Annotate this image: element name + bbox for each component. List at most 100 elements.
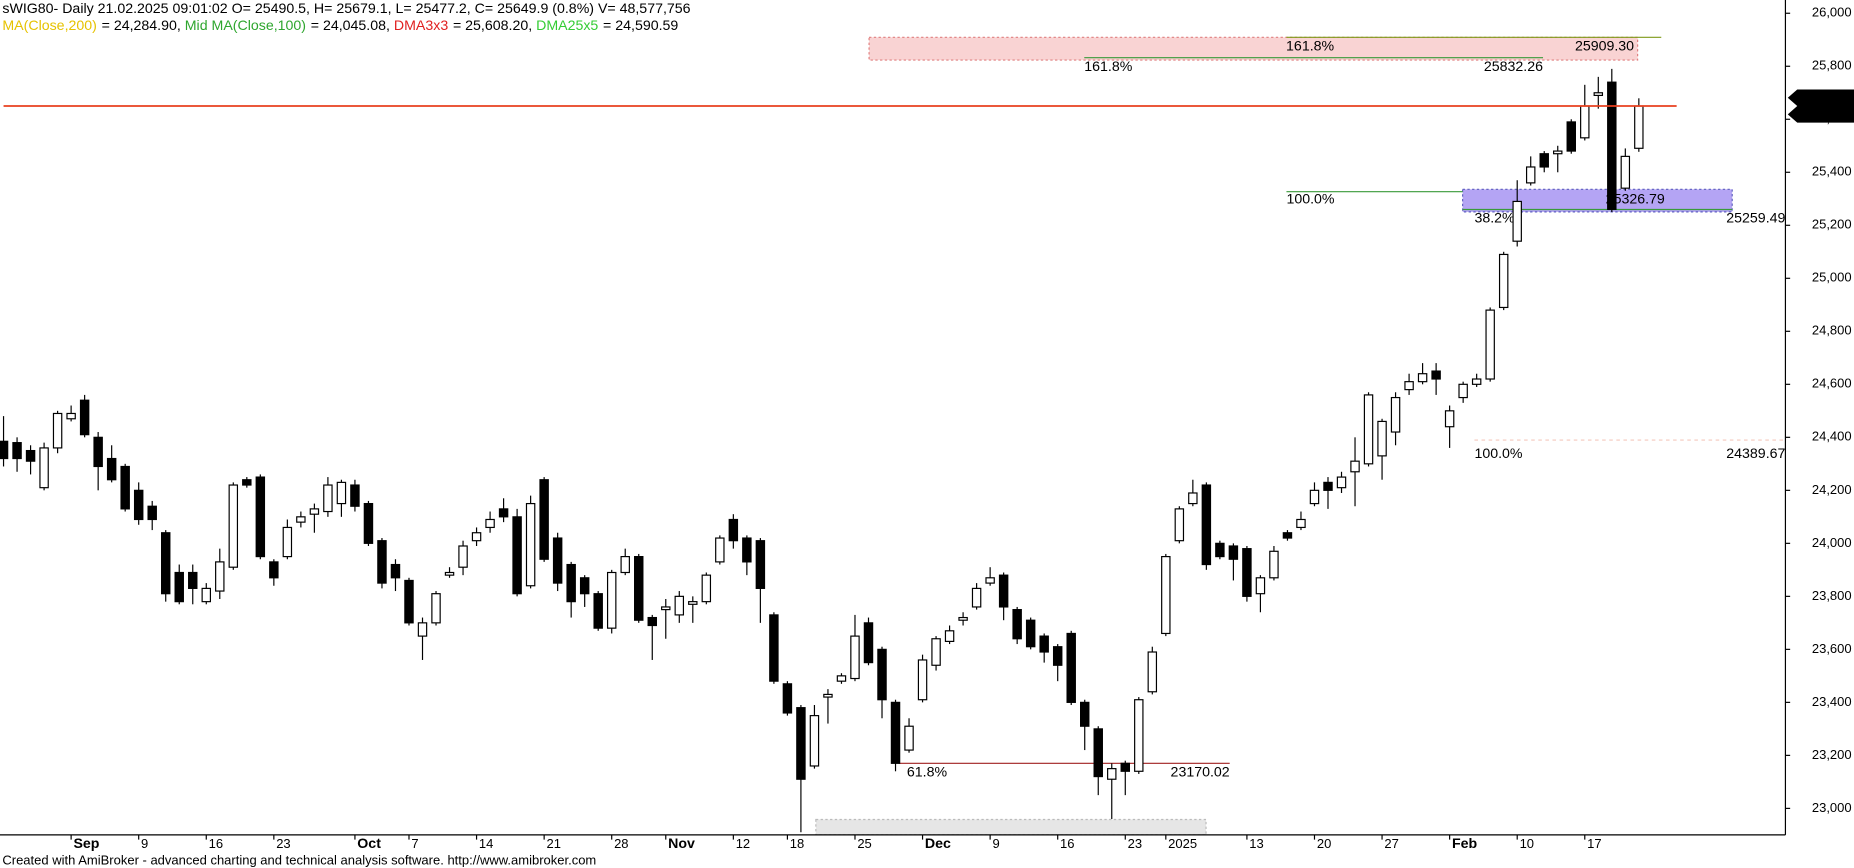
x-tick-label: Dec — [925, 836, 951, 852]
indicator-value: = 24,045.08, — [311, 18, 390, 34]
y-tick-label: 23,400 — [1812, 694, 1852, 709]
candle-down — [160, 532, 171, 595]
candle-down — [1431, 370, 1441, 380]
fib-pct: 100.0% — [1474, 446, 1522, 462]
candle-down — [106, 457, 117, 481]
candle-up — [1188, 492, 1198, 505]
candle-up — [1269, 550, 1279, 579]
candle-down — [1093, 728, 1103, 778]
candle-up — [620, 556, 630, 574]
candle-down — [1025, 619, 1036, 648]
candle-up — [1363, 394, 1374, 465]
candle-down — [1066, 632, 1076, 703]
range-box — [815, 818, 1207, 836]
chart-title: sWIG80- Daily 21.02.2025 09:01:02 O= 254… — [2, 1, 690, 17]
candle-up — [674, 595, 685, 616]
candle-up — [1498, 253, 1509, 309]
x-tick-label: Sep — [73, 836, 99, 852]
candle-up — [606, 571, 617, 629]
candle-down — [742, 537, 752, 563]
y-tick-label: 23,600 — [1812, 641, 1852, 656]
x-tick-label: 23 — [1128, 836, 1142, 851]
candle-up — [1417, 373, 1428, 383]
candle-down — [147, 505, 157, 521]
candle-up — [458, 545, 468, 568]
fib-pct: 38.2% — [1474, 211, 1515, 227]
fib-zone — [1462, 188, 1733, 213]
candle-up — [850, 635, 860, 680]
candle-down — [1012, 609, 1022, 640]
candle-up — [309, 508, 320, 515]
candle-down — [363, 502, 374, 544]
y-tick-label: 24,000 — [1812, 535, 1852, 550]
candle-up — [1377, 420, 1387, 457]
candle-down — [1052, 646, 1063, 666]
candle-up — [1161, 556, 1171, 635]
y-tick-label: 24,200 — [1812, 482, 1852, 497]
candle-up — [215, 561, 225, 592]
candle-up — [1309, 489, 1320, 505]
indicator-value: = 25,608.20, — [453, 18, 532, 34]
candle-up — [52, 412, 63, 449]
candle-down — [377, 540, 387, 584]
indicator-name: DMA25x5 — [536, 18, 598, 34]
price-tag — [1787, 106, 1854, 123]
footer: Created with AmiBroker - advanced charti… — [2, 852, 596, 867]
price-tag-label: 25,649.9 — [1801, 89, 1852, 104]
fib-pct: 100.0% — [1286, 192, 1334, 208]
candle-down — [1539, 153, 1549, 168]
candle-down — [1120, 762, 1131, 772]
candle-up — [1485, 309, 1495, 380]
x-tick-label: 14 — [479, 836, 493, 851]
x-tick-label: Oct — [357, 836, 381, 852]
x-tick-label: 18 — [790, 836, 804, 851]
candle-down — [120, 465, 130, 510]
x-tick-label: 17 — [1587, 836, 1601, 851]
candle-down — [782, 683, 793, 714]
price-tag-label: 25,649.9 — [1801, 106, 1852, 121]
candle-down — [1242, 548, 1252, 597]
y-tick-label: 25,200 — [1812, 217, 1852, 232]
candle-up — [904, 725, 914, 751]
x-tick-label: 10 — [1520, 836, 1534, 851]
x-tick-label: 12 — [736, 836, 750, 851]
y-tick-label: 26,000 — [1812, 5, 1852, 20]
fib-value: 25909.30 — [1575, 39, 1634, 55]
candle-up — [836, 675, 847, 682]
candle-down — [998, 574, 1009, 608]
candle-up — [431, 593, 441, 624]
candle-up — [1296, 518, 1306, 529]
candle-down — [188, 571, 198, 589]
candle-up — [823, 693, 833, 698]
candle-up — [1134, 699, 1144, 772]
candle-up — [485, 518, 495, 529]
candle-up — [525, 502, 536, 587]
candle-up — [471, 532, 482, 542]
candle-down — [0, 440, 9, 460]
candle-down — [93, 436, 103, 468]
x-tick-label: 28 — [614, 836, 628, 851]
candle-up — [1336, 476, 1347, 489]
candle-down — [1282, 532, 1293, 539]
candle-down — [566, 563, 576, 603]
candle-up — [1107, 768, 1117, 780]
y-tick-label: 24,400 — [1812, 429, 1852, 444]
x-tick-label: 27 — [1384, 836, 1398, 851]
candle-up — [809, 715, 820, 767]
price-tag — [1787, 89, 1854, 107]
candle-down — [350, 484, 360, 507]
x-tick-label: 9 — [992, 836, 999, 851]
x-tick-label: 13 — [1249, 836, 1263, 851]
candle-up — [1255, 577, 1266, 595]
candle-down — [647, 616, 657, 627]
candle-down — [1228, 545, 1239, 560]
candle-up — [296, 516, 306, 523]
candle-down — [890, 701, 901, 764]
candle-up — [444, 571, 455, 576]
x-tick-label: 21 — [547, 836, 561, 851]
candle-up — [917, 659, 928, 701]
candle-up — [661, 606, 671, 611]
x-tick-label: 9 — [141, 836, 148, 851]
